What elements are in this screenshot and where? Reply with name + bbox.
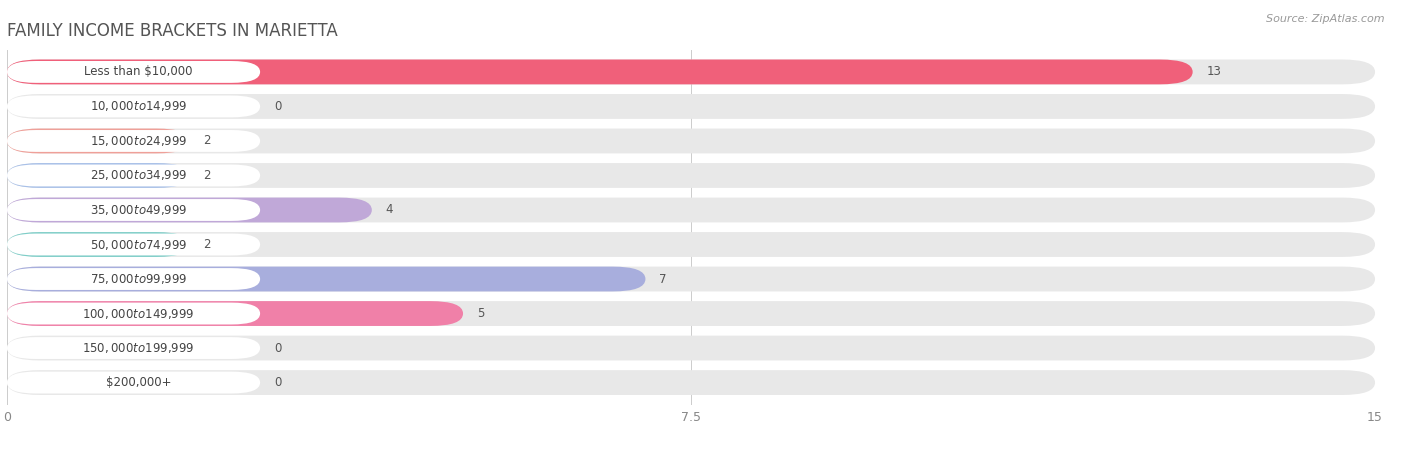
FancyBboxPatch shape	[7, 232, 190, 257]
Text: $10,000 to $14,999: $10,000 to $14,999	[90, 99, 187, 113]
FancyBboxPatch shape	[7, 372, 260, 393]
FancyBboxPatch shape	[7, 301, 1375, 326]
FancyBboxPatch shape	[7, 130, 260, 152]
FancyBboxPatch shape	[7, 59, 1192, 84]
Text: 2: 2	[202, 238, 211, 251]
Text: $100,000 to $149,999: $100,000 to $149,999	[83, 306, 195, 320]
Text: 0: 0	[274, 100, 281, 113]
Text: 0: 0	[274, 376, 281, 389]
Text: $15,000 to $24,999: $15,000 to $24,999	[90, 134, 187, 148]
FancyBboxPatch shape	[7, 59, 1375, 84]
Text: Less than $10,000: Less than $10,000	[84, 65, 193, 78]
FancyBboxPatch shape	[7, 266, 645, 292]
Text: 5: 5	[477, 307, 484, 320]
FancyBboxPatch shape	[7, 165, 260, 186]
FancyBboxPatch shape	[7, 370, 1375, 395]
FancyBboxPatch shape	[7, 301, 463, 326]
FancyBboxPatch shape	[7, 199, 260, 221]
Text: $75,000 to $99,999: $75,000 to $99,999	[90, 272, 187, 286]
FancyBboxPatch shape	[7, 95, 260, 117]
Text: $25,000 to $34,999: $25,000 to $34,999	[90, 168, 187, 183]
Text: $200,000+: $200,000+	[105, 376, 172, 389]
FancyBboxPatch shape	[7, 163, 1375, 188]
FancyBboxPatch shape	[7, 129, 190, 153]
Text: 0: 0	[274, 342, 281, 355]
Text: 2: 2	[202, 135, 211, 148]
FancyBboxPatch shape	[7, 129, 1375, 153]
Text: $150,000 to $199,999: $150,000 to $199,999	[83, 341, 195, 355]
FancyBboxPatch shape	[7, 336, 1375, 360]
FancyBboxPatch shape	[7, 61, 260, 83]
Text: 7: 7	[659, 273, 666, 285]
Text: 13: 13	[1206, 65, 1222, 78]
Text: $50,000 to $74,999: $50,000 to $74,999	[90, 238, 187, 252]
FancyBboxPatch shape	[7, 266, 1375, 292]
Text: 2: 2	[202, 169, 211, 182]
FancyBboxPatch shape	[7, 337, 260, 359]
FancyBboxPatch shape	[7, 232, 1375, 257]
Text: FAMILY INCOME BRACKETS IN MARIETTA: FAMILY INCOME BRACKETS IN MARIETTA	[7, 22, 337, 40]
FancyBboxPatch shape	[7, 94, 1375, 119]
FancyBboxPatch shape	[7, 163, 190, 188]
Text: 4: 4	[385, 203, 394, 216]
FancyBboxPatch shape	[7, 198, 371, 222]
FancyBboxPatch shape	[7, 198, 1375, 222]
FancyBboxPatch shape	[7, 302, 260, 324]
Text: Source: ZipAtlas.com: Source: ZipAtlas.com	[1267, 14, 1385, 23]
FancyBboxPatch shape	[7, 234, 260, 256]
Text: $35,000 to $49,999: $35,000 to $49,999	[90, 203, 187, 217]
FancyBboxPatch shape	[7, 268, 260, 290]
